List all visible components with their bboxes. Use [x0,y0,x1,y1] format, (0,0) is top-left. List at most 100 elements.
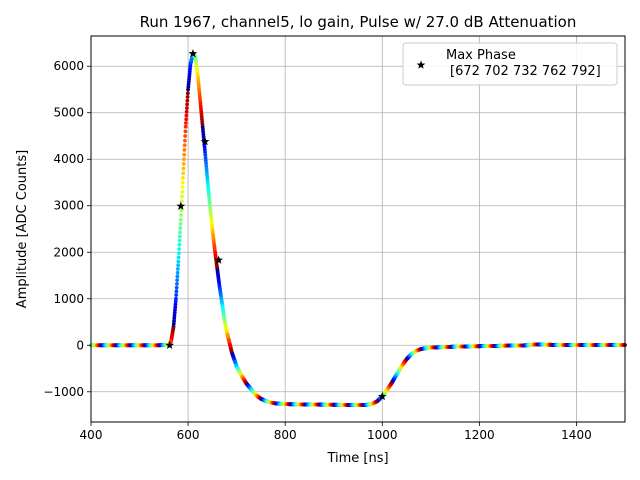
legend-values: [672 702 732 762 792] [450,64,601,79]
data-point [205,172,209,177]
max-phase-star [200,136,210,146]
data-point [194,62,199,67]
data-point [204,169,209,174]
data-point [210,224,215,229]
data-point [178,221,183,226]
data-point [182,143,187,148]
data-point [173,299,178,304]
data-point [204,164,209,169]
data-point [233,360,238,364]
x-axis: 400 600 800 1000 1200 1400 [80,422,592,442]
data-point [175,278,180,283]
data-point [195,71,200,76]
data-point [189,57,194,62]
data-point [204,167,209,171]
data-point [173,308,177,312]
data-point [202,147,207,152]
data-point [173,302,178,307]
data-point [218,291,223,296]
data-point [177,242,182,247]
y-tick-label: 5000 [53,106,84,120]
data-point [203,153,208,157]
data-point [174,296,178,301]
data-point [184,109,189,114]
data-point [182,152,187,157]
y-tick-label: 0 [76,338,84,352]
data-point [176,251,181,256]
chart-title: Run 1967, channel5, lo gain, Pulse w/ 27… [140,13,577,31]
data-point [213,255,218,260]
y-tick-label: 6000 [53,59,84,73]
data-point [223,322,228,327]
data-point [222,316,227,320]
data-point [185,98,190,103]
data-point [184,106,189,110]
data-point [179,199,184,204]
data-point [181,175,185,180]
data-point [212,245,217,250]
data-point [178,230,182,235]
data-point [175,281,179,286]
data-point [188,64,193,69]
legend-title: Max Phase [446,48,516,63]
x-tick-label: 1000 [367,428,398,442]
data-point [228,344,233,349]
data-point [181,161,186,166]
data-point [182,148,187,152]
data-point [180,194,184,199]
data-point [200,122,205,127]
data-point [176,255,181,260]
data-point [184,113,189,118]
max-phase-star [176,201,186,210]
y-tick-label: 4000 [53,152,84,166]
data-point [182,157,186,162]
data-point [203,158,208,163]
data-point [224,329,229,333]
data-point [176,263,181,268]
data-point [183,134,188,138]
data-point [174,285,179,290]
y-axis-label: Amplitude [ADC Counts] [15,150,30,308]
data-point [230,353,235,357]
data-point [227,339,232,344]
data-point [217,283,222,288]
data-point [180,180,185,185]
data-point [183,129,188,134]
data-point [209,213,213,217]
data-point [183,138,187,143]
data-point [174,289,179,294]
data-point [226,334,230,339]
data-point [175,274,180,279]
x-axis-label: Time [ns] [326,451,388,466]
data-point [172,310,177,315]
data-point [183,124,188,129]
data-point [172,316,177,321]
y-axis: −1000 0 1000 2000 3000 4000 5000 6000 [43,59,91,399]
data-point [180,185,185,190]
data-point [181,166,186,171]
data-point [207,201,212,206]
data-point [187,77,191,82]
data-point [173,305,178,310]
data-point [204,161,208,166]
data-point [185,91,190,96]
y-tick-label: 3000 [53,199,84,213]
legend-box [402,42,618,86]
data-point [221,308,225,312]
data-point [179,208,184,213]
data-point [171,321,176,326]
data-point [178,226,183,230]
data-point [203,155,208,160]
legend: Max Phase [672 702 732 762 792] [402,42,618,86]
x-tick-label: 400 [80,428,103,442]
data-point [174,293,179,297]
data-point [185,102,190,107]
x-tick-label: 1200 [464,428,495,442]
data-point [171,326,176,331]
data-point [201,135,206,139]
data-point [211,235,216,240]
data-point [232,356,236,361]
data-point [196,83,201,88]
data-point [219,299,224,304]
